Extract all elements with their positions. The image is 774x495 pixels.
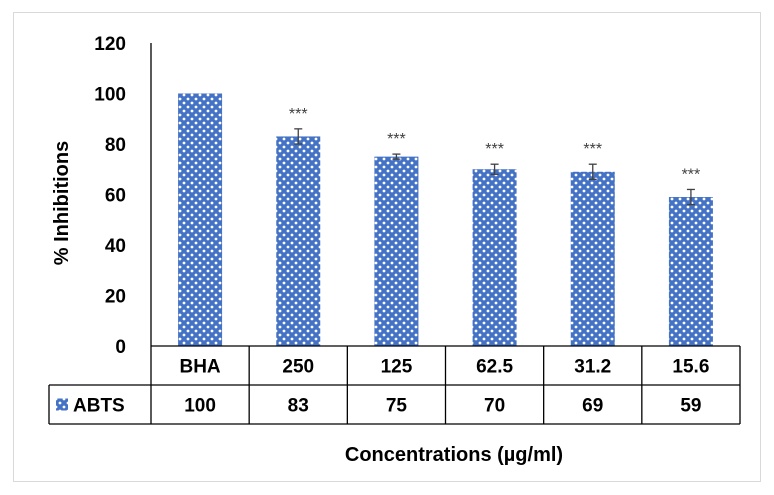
data-label: 100 (184, 396, 216, 417)
y-tick-label: 100 (94, 85, 126, 106)
significance-label: *** (583, 141, 602, 158)
data-label: 59 (680, 396, 701, 417)
legend-swatch (56, 398, 68, 411)
y-tick-label: 40 (105, 236, 126, 257)
bar-chart: 0 20 40 60 80 100 120 *** *** *** *** *** BHA 100 25… (48, 34, 741, 466)
y-tick-label: 120 (94, 34, 126, 55)
significance-label: *** (387, 131, 406, 148)
bar-125 (374, 156, 419, 346)
bar-31.2 (570, 171, 615, 346)
y-tick-label: 60 (105, 186, 126, 207)
bar-15.6 (668, 197, 713, 346)
significance-label: *** (485, 141, 504, 158)
y-axis-title: % Inhibitions (51, 141, 73, 265)
x-tick-label: 250 (282, 357, 314, 378)
significance-label: *** (682, 166, 701, 183)
chart-frame: 0 20 40 60 80 100 120 *** *** *** *** *** BHA 100 25… (13, 12, 761, 482)
data-label: 69 (582, 396, 603, 417)
x-tick-label: 125 (381, 357, 413, 378)
bar-250 (276, 136, 321, 346)
x-axis-title: Concentrations (µg/ml) (345, 444, 563, 466)
y-tick-label: 0 (115, 337, 126, 358)
y-tick-label: 80 (105, 135, 126, 156)
data-label: 75 (386, 396, 408, 417)
bar-BHA (178, 93, 223, 346)
data-label: 83 (288, 396, 309, 417)
data-label: 70 (484, 396, 505, 417)
significance-label: *** (289, 106, 308, 123)
legend-label: ABTS (73, 396, 125, 417)
x-tick-label: 62.5 (476, 357, 513, 378)
bar-62.5 (472, 169, 517, 346)
y-tick-label: 20 (105, 287, 126, 308)
x-tick-label: 15.6 (672, 357, 709, 378)
x-tick-label: BHA (179, 357, 220, 378)
x-tick-label: 31.2 (574, 357, 611, 378)
